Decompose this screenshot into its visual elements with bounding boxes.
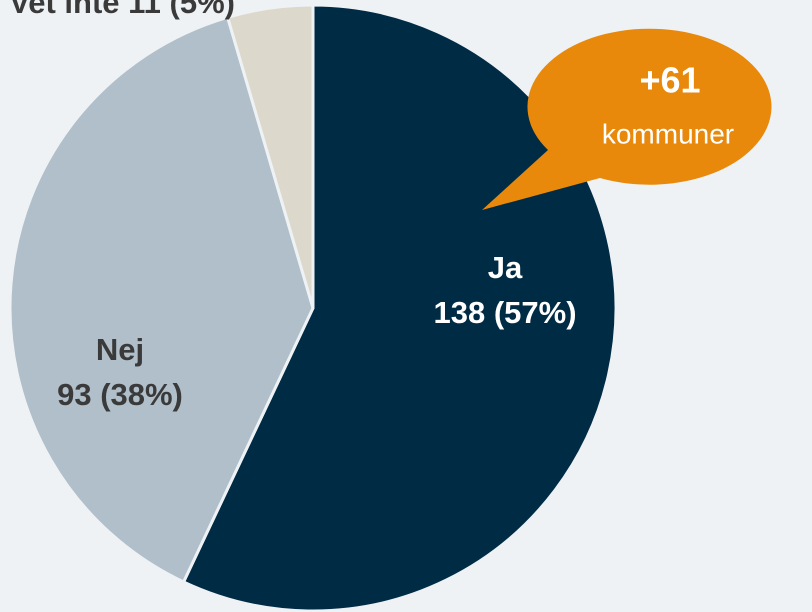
slice-name: Vet inte — [9, 0, 119, 20]
slice-name: Nej — [96, 332, 144, 367]
pie-slice — [181, 3, 618, 612]
callout-text: kommuner — [602, 118, 734, 149]
slice-name: Ja — [488, 250, 523, 285]
pie-slice — [8, 15, 315, 584]
callout-bubble — [482, 28, 772, 210]
slice-label: Vet inte 11 (5%) — [9, 0, 235, 20]
slice-value-label: 138 (57%) — [433, 295, 576, 330]
pie-slice — [225, 3, 315, 309]
slice-value-label: 11 (5%) — [128, 0, 235, 20]
callout-value: +61 — [639, 60, 700, 101]
callout: +61 kommuner — [482, 28, 772, 210]
slice-value-label: 93 (38%) — [57, 377, 183, 412]
